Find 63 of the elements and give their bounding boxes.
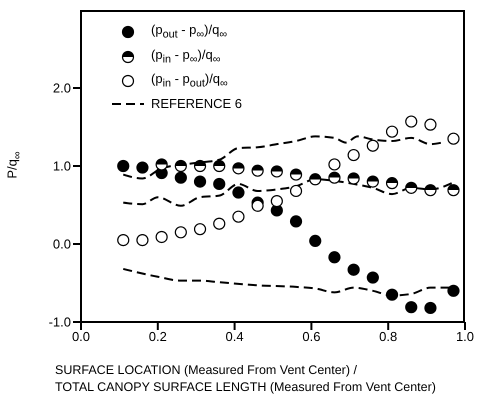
y-tick-label: 1.0 — [52, 158, 71, 174]
point — [366, 140, 379, 152]
point — [290, 168, 302, 181]
y-tick-label: 0.0 — [52, 236, 71, 252]
point — [290, 184, 302, 198]
point — [213, 178, 226, 190]
point — [424, 302, 437, 314]
legend-label: (p$_{in}$ - p$_{out}$)/q$_{∞}$ — [151, 70, 228, 92]
point — [405, 301, 418, 314]
point — [213, 218, 226, 230]
point — [136, 161, 149, 174]
point — [252, 200, 264, 212]
point — [328, 251, 341, 264]
point — [366, 271, 379, 284]
point — [348, 264, 360, 276]
point — [386, 177, 398, 190]
point — [424, 184, 437, 196]
point — [328, 172, 341, 184]
point — [136, 234, 149, 246]
x-tick-label: 0.8 — [379, 329, 398, 344]
point — [174, 160, 187, 172]
point — [405, 115, 418, 128]
x-tick-label: 0.6 — [302, 329, 320, 344]
point — [386, 126, 398, 138]
legend-label: REFERENCE 6 — [151, 94, 242, 113]
point — [232, 186, 245, 199]
x-tick-label: 1.0 — [456, 329, 474, 344]
x-axis-title: SURFACE LOCATION (Measured From Vent Center) / TOTAL CANOPY SURFACE LENGTH (Measured From Vent Center) — [55, 362, 436, 396]
point — [348, 148, 360, 162]
point — [309, 234, 322, 247]
point — [232, 162, 245, 174]
x-tick-label: 0.4 — [226, 329, 244, 344]
point — [270, 195, 283, 208]
point — [194, 223, 206, 236]
x-tick-label: 0.0 — [72, 329, 90, 344]
point — [348, 172, 360, 185]
point — [174, 226, 187, 238]
point — [328, 158, 341, 171]
point — [174, 172, 187, 184]
point — [270, 165, 283, 178]
legend-label: (p$_{in}$ - p$_{∞}$)/q$_{∞}$ — [151, 46, 220, 68]
point — [194, 176, 206, 188]
point — [366, 176, 379, 188]
x-tick-label: 0.2 — [148, 329, 167, 344]
point — [117, 160, 130, 172]
legend-label: (p$_{out}$ - p$_{∞}$)/q$_{∞}$ — [151, 21, 228, 43]
point — [386, 288, 398, 301]
point — [156, 230, 168, 244]
point — [213, 160, 226, 172]
point — [156, 158, 168, 171]
point — [447, 132, 460, 145]
point — [117, 234, 130, 246]
point — [290, 215, 302, 228]
point — [424, 118, 437, 131]
y-tick-label: 2.0 — [52, 80, 71, 96]
point — [405, 182, 418, 194]
point — [447, 284, 460, 297]
point — [309, 173, 322, 186]
point — [447, 184, 460, 196]
point — [194, 160, 206, 172]
point — [232, 210, 245, 223]
y-tick-label: -1.0 — [48, 314, 71, 330]
point — [252, 164, 264, 177]
